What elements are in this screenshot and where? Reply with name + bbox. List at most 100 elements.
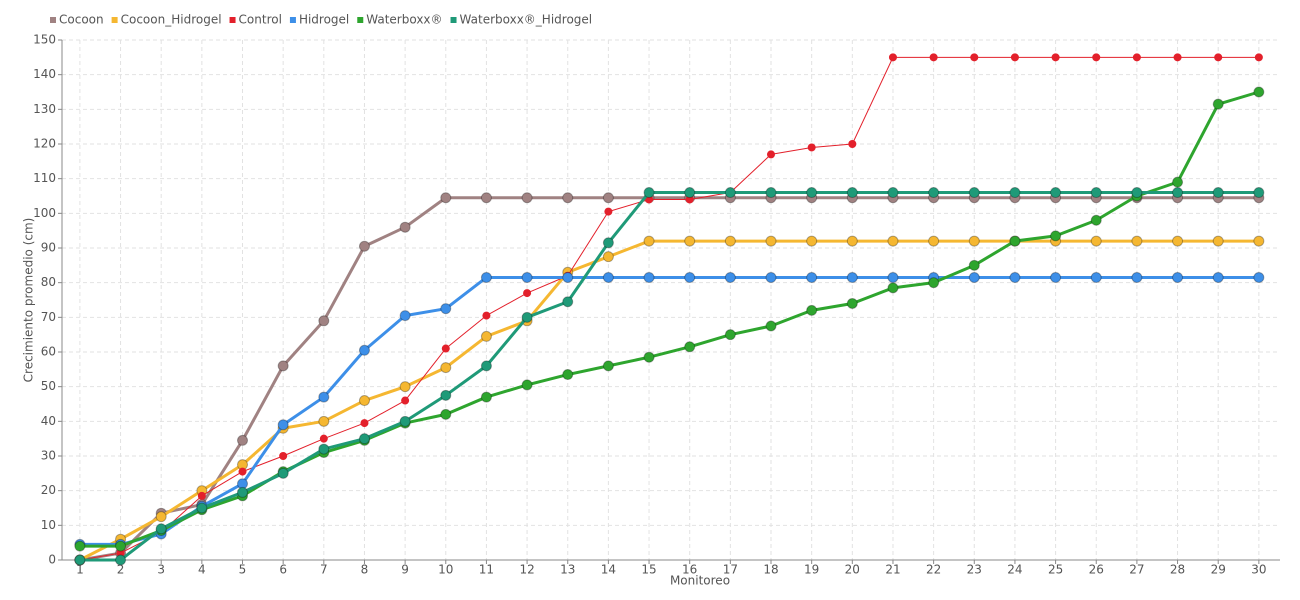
legend-swatch (450, 17, 457, 23)
data-point (480, 330, 492, 342)
y-tick-label: 130 (33, 102, 56, 116)
data-point (806, 187, 818, 199)
x-tick-label: 2 (117, 563, 125, 577)
data-point (846, 235, 858, 247)
data-point (1212, 271, 1224, 283)
data-point (1090, 187, 1102, 199)
data-point (848, 140, 857, 148)
data-point (968, 271, 980, 283)
data-point (887, 187, 899, 199)
data-point (440, 389, 452, 401)
x-tick-label: 12 (519, 563, 534, 577)
x-tick-label: 24 (1007, 563, 1022, 577)
data-point (1212, 98, 1224, 110)
legend-swatch (111, 17, 118, 23)
data-point (318, 415, 330, 427)
data-point (643, 235, 655, 247)
x-tick-label: 16 (682, 563, 697, 577)
data-point (1254, 53, 1263, 62)
data-point (684, 341, 696, 353)
data-point (1009, 187, 1021, 199)
data-point (1051, 53, 1060, 62)
data-point (968, 187, 980, 199)
data-point (684, 187, 696, 199)
data-point (602, 271, 614, 283)
data-point (521, 192, 533, 204)
data-point (1009, 235, 1021, 247)
data-point (1131, 187, 1143, 199)
series-line (79, 56, 1259, 561)
data-point (74, 540, 86, 552)
data-point (1132, 53, 1141, 62)
legend-label: Cocoon (59, 13, 104, 27)
legend-swatch (50, 17, 56, 23)
data-point (846, 271, 858, 283)
y-tick-label: 120 (33, 137, 56, 151)
data-point (724, 187, 736, 199)
data-point (928, 235, 940, 247)
x-tick-label: 30 (1251, 563, 1266, 577)
x-axis-label: Monitoreo (670, 574, 730, 588)
data-point (888, 53, 897, 62)
x-tick-label: 18 (763, 563, 778, 577)
data-point (521, 311, 533, 323)
data-point (887, 271, 899, 283)
x-tick-label: 11 (479, 563, 494, 577)
data-point (74, 554, 86, 566)
data-point (155, 523, 167, 535)
data-point (1253, 235, 1265, 247)
legend-swatch (357, 17, 364, 23)
x-tick-label: 7 (320, 563, 328, 577)
data-point (441, 344, 450, 353)
data-point (1214, 53, 1223, 62)
data-point (480, 271, 492, 283)
data-point (684, 271, 696, 283)
series-line (79, 275, 1259, 546)
data-point (724, 329, 736, 341)
data-point (197, 491, 206, 500)
data-point (196, 502, 208, 514)
data-point (928, 187, 940, 199)
data-point (1131, 271, 1143, 283)
data-point (399, 310, 411, 322)
data-point (1172, 176, 1184, 188)
data-point (115, 554, 127, 566)
data-point (358, 433, 370, 445)
data-point (238, 467, 247, 476)
data-point (116, 549, 125, 558)
x-tick-label: 8 (361, 563, 369, 577)
data-point (318, 443, 330, 455)
data-point (1092, 53, 1101, 62)
x-tick-label: 4 (198, 563, 206, 577)
data-point (643, 187, 655, 199)
x-tick-label: 15 (641, 563, 656, 577)
x-tick-label: 27 (1129, 563, 1144, 577)
data-point (724, 271, 736, 283)
data-point (806, 235, 818, 247)
y-tick-label: 10 (41, 518, 56, 532)
x-tick-label: 1 (76, 563, 84, 577)
data-point (1050, 187, 1062, 199)
x-tick-label: 5 (239, 563, 247, 577)
data-point (643, 351, 655, 363)
y-axis-label: Crecimiento promedio (cm) (22, 218, 36, 383)
data-point (806, 271, 818, 283)
data-point (358, 344, 370, 356)
data-point (562, 369, 574, 381)
data-point (1090, 271, 1102, 283)
data-point (401, 396, 410, 405)
data-point (1253, 187, 1265, 199)
data-point (277, 419, 289, 431)
legend-label: Control (239, 13, 282, 27)
data-point (115, 540, 127, 552)
data-point (602, 237, 614, 249)
data-point (724, 235, 736, 247)
data-point (1172, 187, 1184, 199)
data-point (480, 192, 492, 204)
x-tick-label: 25 (1048, 563, 1063, 577)
data-point (440, 303, 452, 315)
y-tick-label: 0 (48, 553, 56, 567)
y-tick-label: 20 (41, 483, 56, 497)
data-point (521, 271, 533, 283)
data-point (767, 150, 776, 159)
